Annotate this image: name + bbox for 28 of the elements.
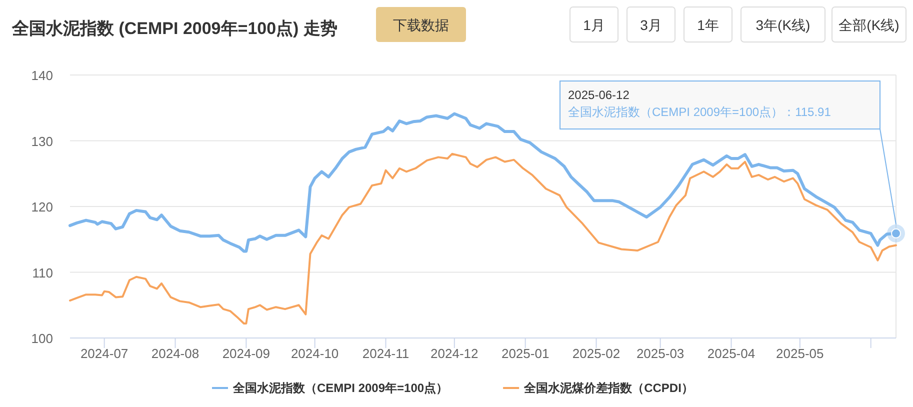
x-tick-label: 2025-01 <box>501 346 550 361</box>
legend-label: 全国水泥煤价差指数（CCPDI） <box>523 381 694 395</box>
x-tick-label: 2024-09 <box>222 346 270 361</box>
x-tick-label: 2024-10 <box>290 346 339 361</box>
text: 3月 <box>640 17 662 33</box>
x-tick-label: 2024-07 <box>80 346 128 361</box>
x-tick-label: 2024-12 <box>430 346 478 361</box>
x-tick-label: 2025-04 <box>707 346 756 361</box>
y-tick-label: 120 <box>31 200 53 214</box>
annotation: 2025-06-12 全国水泥指数（CEMPI 2009年=100点）：115.91 <box>568 88 832 119</box>
x-tick-label: 2024-11 <box>362 346 410 361</box>
text: 3年(K线) <box>756 17 810 33</box>
y-tick-label: 140 <box>31 68 53 83</box>
x-tick-label: 2025-03 <box>636 346 684 361</box>
legend-label: 全国水泥指数（CEMPI 2009年=100点） <box>232 381 448 395</box>
y-tick-label: 100 <box>31 331 53 346</box>
line-series <box>69 152 897 325</box>
x-tick-label: 2025-05 <box>776 346 824 361</box>
text: 1年 <box>697 17 719 33</box>
chart-title: 全国水泥指数 (CEMPI 2009年=100点) 走势 <box>11 19 338 38</box>
x-tick-label: 2024-08 <box>151 346 200 361</box>
y-tick-label: 110 <box>32 265 53 280</box>
tooltip: 2025-06-12 全国水泥指数（CEMPI 2009年=100点）：115.91 <box>560 80 896 225</box>
text: 1月 <box>583 17 605 33</box>
text: 下载数据 <box>393 17 449 33</box>
x-tick-label: 2025-02 <box>572 346 620 361</box>
text: 全部(K线) <box>838 17 900 33</box>
y-tick-label: 130 <box>31 134 53 149</box>
